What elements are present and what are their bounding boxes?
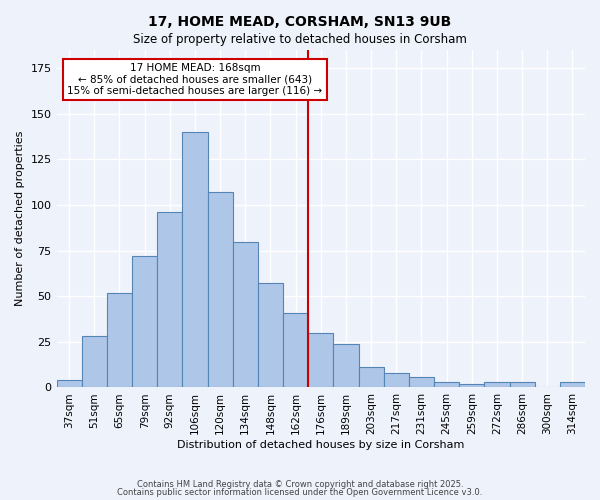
- Bar: [132, 256, 157, 388]
- Bar: [283, 312, 308, 388]
- Bar: [434, 382, 459, 388]
- Bar: [334, 344, 359, 388]
- Bar: [258, 284, 283, 388]
- Bar: [484, 382, 509, 388]
- Bar: [459, 384, 484, 388]
- Bar: [409, 376, 434, 388]
- Bar: [107, 292, 132, 388]
- Bar: [208, 192, 233, 388]
- Text: Contains public sector information licensed under the Open Government Licence v3: Contains public sector information licen…: [118, 488, 482, 497]
- Bar: [308, 332, 334, 388]
- Bar: [182, 132, 208, 388]
- Bar: [233, 242, 258, 388]
- X-axis label: Distribution of detached houses by size in Corsham: Distribution of detached houses by size …: [177, 440, 464, 450]
- Text: Contains HM Land Registry data © Crown copyright and database right 2025.: Contains HM Land Registry data © Crown c…: [137, 480, 463, 489]
- Y-axis label: Number of detached properties: Number of detached properties: [15, 131, 25, 306]
- Bar: [560, 382, 585, 388]
- Text: 17, HOME MEAD, CORSHAM, SN13 9UB: 17, HOME MEAD, CORSHAM, SN13 9UB: [148, 15, 452, 29]
- Bar: [82, 336, 107, 388]
- Bar: [56, 380, 82, 388]
- Bar: [509, 382, 535, 388]
- Bar: [157, 212, 182, 388]
- Text: 17 HOME MEAD: 168sqm
← 85% of detached houses are smaller (643)
15% of semi-deta: 17 HOME MEAD: 168sqm ← 85% of detached h…: [67, 63, 323, 96]
- Text: Size of property relative to detached houses in Corsham: Size of property relative to detached ho…: [133, 32, 467, 46]
- Bar: [359, 368, 383, 388]
- Bar: [383, 373, 409, 388]
